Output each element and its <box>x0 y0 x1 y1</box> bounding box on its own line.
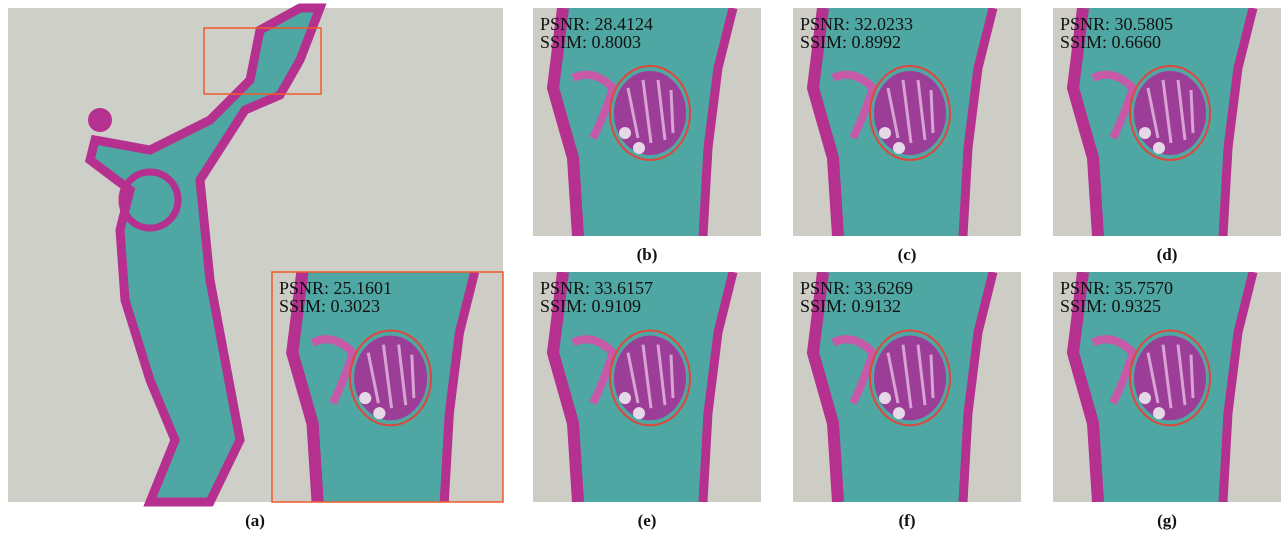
ssim-label: SSIM: 0.9109 <box>540 296 641 316</box>
psnr-label: PSNR: 30.5805 <box>1060 14 1173 34</box>
ssim-label: SSIM: 0.8992 <box>800 32 901 52</box>
panel-caption: (f) <box>899 511 916 530</box>
psnr-label: PSNR: 32.0233 <box>800 14 913 34</box>
ssim-label: SSIM: 0.6660 <box>1060 32 1161 52</box>
psnr-label: PSNR: 33.6157 <box>540 278 653 298</box>
panel-caption: (e) <box>638 511 657 530</box>
ssim-label: SSIM: 0.9132 <box>800 296 901 316</box>
figure: PSNR: 25.1601SSIM: 0.3023 (a) PSNR: 28.412… <box>0 0 1282 538</box>
ssim-label: SSIM: 0.3023 <box>279 296 380 316</box>
ssim-label: SSIM: 0.8003 <box>540 32 641 52</box>
panel-caption: (g) <box>1157 511 1177 530</box>
psnr-label: PSNR: 25.1601 <box>279 278 392 298</box>
ssim-label: SSIM: 0.9325 <box>1060 296 1161 316</box>
psnr-label: PSNR: 33.6269 <box>800 278 913 298</box>
psnr-label: PSNR: 28.4124 <box>540 14 653 34</box>
panel-caption: (b) <box>637 245 658 264</box>
panel-caption: (a) <box>245 511 265 530</box>
psnr-label: PSNR: 35.7570 <box>1060 278 1173 298</box>
panel-caption: (d) <box>1157 245 1178 264</box>
panel-caption: (c) <box>898 245 917 264</box>
